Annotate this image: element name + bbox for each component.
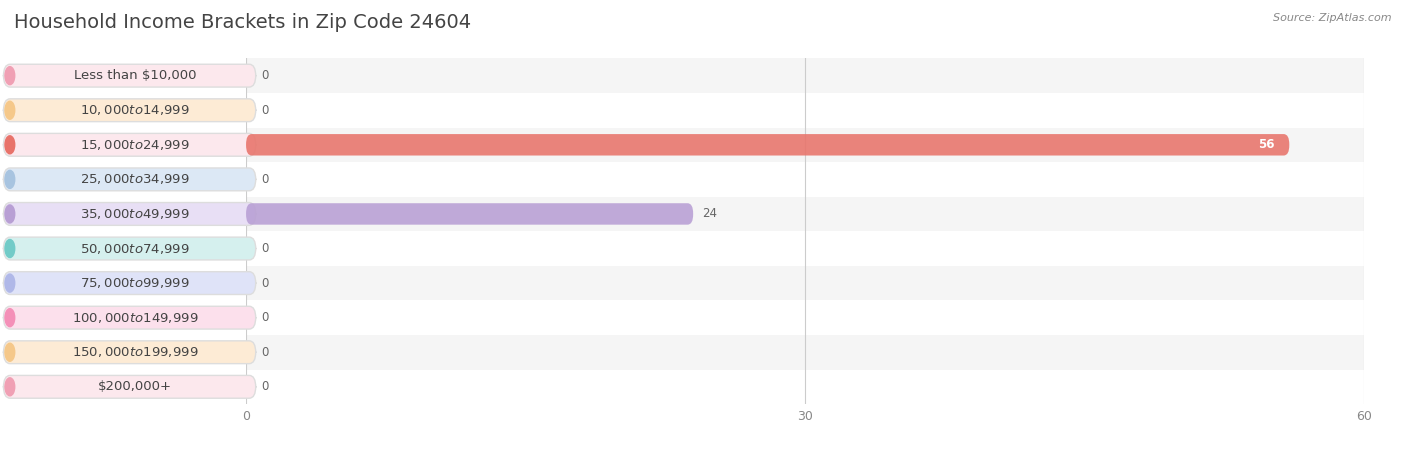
Text: $150,000 to $199,999: $150,000 to $199,999 xyxy=(72,345,198,359)
FancyBboxPatch shape xyxy=(3,341,256,364)
FancyBboxPatch shape xyxy=(3,168,256,191)
Text: 56: 56 xyxy=(1258,138,1274,151)
Bar xyxy=(246,300,1364,335)
Bar xyxy=(246,231,1364,266)
Bar xyxy=(246,266,1364,300)
Bar xyxy=(246,162,1364,197)
Text: Source: ZipAtlas.com: Source: ZipAtlas.com xyxy=(1274,13,1392,23)
Bar xyxy=(246,128,1364,162)
Circle shape xyxy=(6,136,14,154)
Text: 0: 0 xyxy=(262,242,269,255)
Bar xyxy=(246,58,1364,93)
Text: 0: 0 xyxy=(262,69,269,82)
FancyBboxPatch shape xyxy=(3,237,256,260)
Text: 0: 0 xyxy=(262,346,269,359)
Text: Household Income Brackets in Zip Code 24604: Household Income Brackets in Zip Code 24… xyxy=(14,13,471,32)
Text: $200,000+: $200,000+ xyxy=(98,380,172,393)
Circle shape xyxy=(6,239,14,258)
Circle shape xyxy=(6,274,14,292)
Text: 0: 0 xyxy=(262,380,269,393)
Text: $75,000 to $99,999: $75,000 to $99,999 xyxy=(80,276,190,290)
Circle shape xyxy=(6,378,14,396)
Text: $100,000 to $149,999: $100,000 to $149,999 xyxy=(72,311,198,325)
FancyBboxPatch shape xyxy=(3,375,256,398)
FancyBboxPatch shape xyxy=(246,134,1289,155)
FancyBboxPatch shape xyxy=(3,306,256,329)
Text: $50,000 to $74,999: $50,000 to $74,999 xyxy=(80,242,190,255)
Circle shape xyxy=(6,308,14,327)
Bar xyxy=(246,370,1364,404)
Text: 0: 0 xyxy=(262,173,269,186)
FancyBboxPatch shape xyxy=(3,99,256,122)
Circle shape xyxy=(6,101,14,119)
FancyBboxPatch shape xyxy=(3,272,256,295)
Circle shape xyxy=(6,343,14,361)
Text: Less than $10,000: Less than $10,000 xyxy=(75,69,197,82)
Text: 0: 0 xyxy=(262,311,269,324)
FancyBboxPatch shape xyxy=(3,133,256,156)
Text: 24: 24 xyxy=(703,207,717,220)
FancyBboxPatch shape xyxy=(3,202,256,225)
Text: $25,000 to $34,999: $25,000 to $34,999 xyxy=(80,172,190,186)
Text: $35,000 to $49,999: $35,000 to $49,999 xyxy=(80,207,190,221)
Circle shape xyxy=(6,66,14,85)
Text: 0: 0 xyxy=(262,104,269,117)
FancyBboxPatch shape xyxy=(246,203,693,224)
Bar xyxy=(246,197,1364,231)
Circle shape xyxy=(6,205,14,223)
Bar xyxy=(246,335,1364,370)
Bar xyxy=(246,93,1364,128)
Text: $15,000 to $24,999: $15,000 to $24,999 xyxy=(80,138,190,152)
FancyBboxPatch shape xyxy=(3,64,256,87)
Text: 0: 0 xyxy=(262,277,269,290)
Text: $10,000 to $14,999: $10,000 to $14,999 xyxy=(80,103,190,117)
Circle shape xyxy=(6,170,14,189)
